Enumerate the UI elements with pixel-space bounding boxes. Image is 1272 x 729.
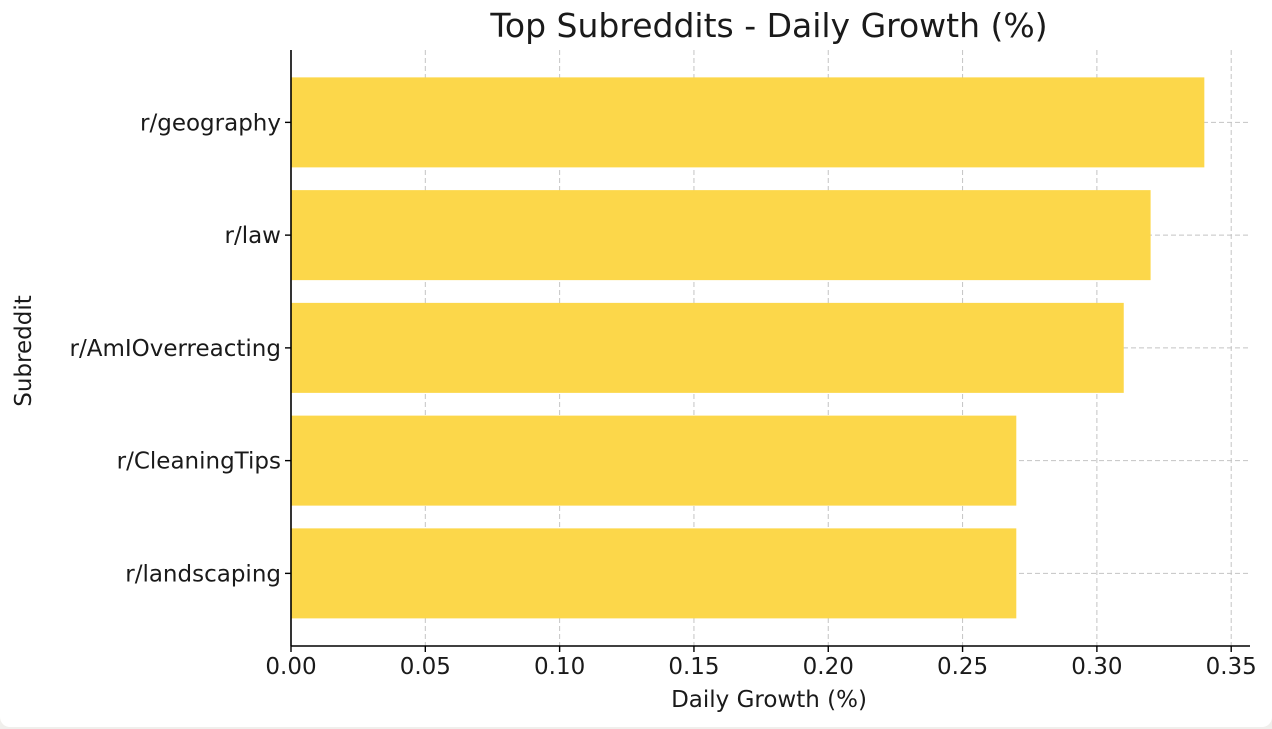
- bar-r-landscaping: [291, 528, 1017, 619]
- y-tick-label: r/geography: [140, 110, 281, 136]
- y-tick-label: r/landscaping: [125, 561, 281, 587]
- x-tick-label: 0.20: [803, 654, 854, 680]
- y-axis-label: Subreddit: [11, 295, 37, 407]
- tick-labels: 0.00 0.05 0.10 0.15 0.20 0.25 0.30 0.35 r/geogra…: [70, 110, 1257, 680]
- bar-r-amioverreacting: [291, 302, 1124, 393]
- bar-r-law: [291, 190, 1151, 281]
- x-tick-label: 0.00: [265, 654, 316, 680]
- x-tick-label: 0.30: [1071, 654, 1122, 680]
- x-tick-label: 0.35: [1206, 654, 1257, 680]
- x-axis-label: Daily Growth (%): [671, 687, 867, 713]
- x-tick-label: 0.10: [534, 654, 585, 680]
- y-tick-label: r/CleaningTips: [117, 449, 281, 475]
- bars: [291, 77, 1205, 619]
- bar-r-geography: [291, 77, 1205, 168]
- y-tick-label: r/law: [224, 223, 281, 249]
- y-tick-label: r/AmIOverreacting: [70, 336, 281, 362]
- chart-title: Top Subreddits - Daily Growth (%): [489, 6, 1047, 45]
- x-tick-label: 0.25: [937, 654, 988, 680]
- x-tick-label: 0.05: [400, 654, 451, 680]
- x-tick-label: 0.15: [668, 654, 719, 680]
- bar-r-cleaningtips: [291, 415, 1017, 506]
